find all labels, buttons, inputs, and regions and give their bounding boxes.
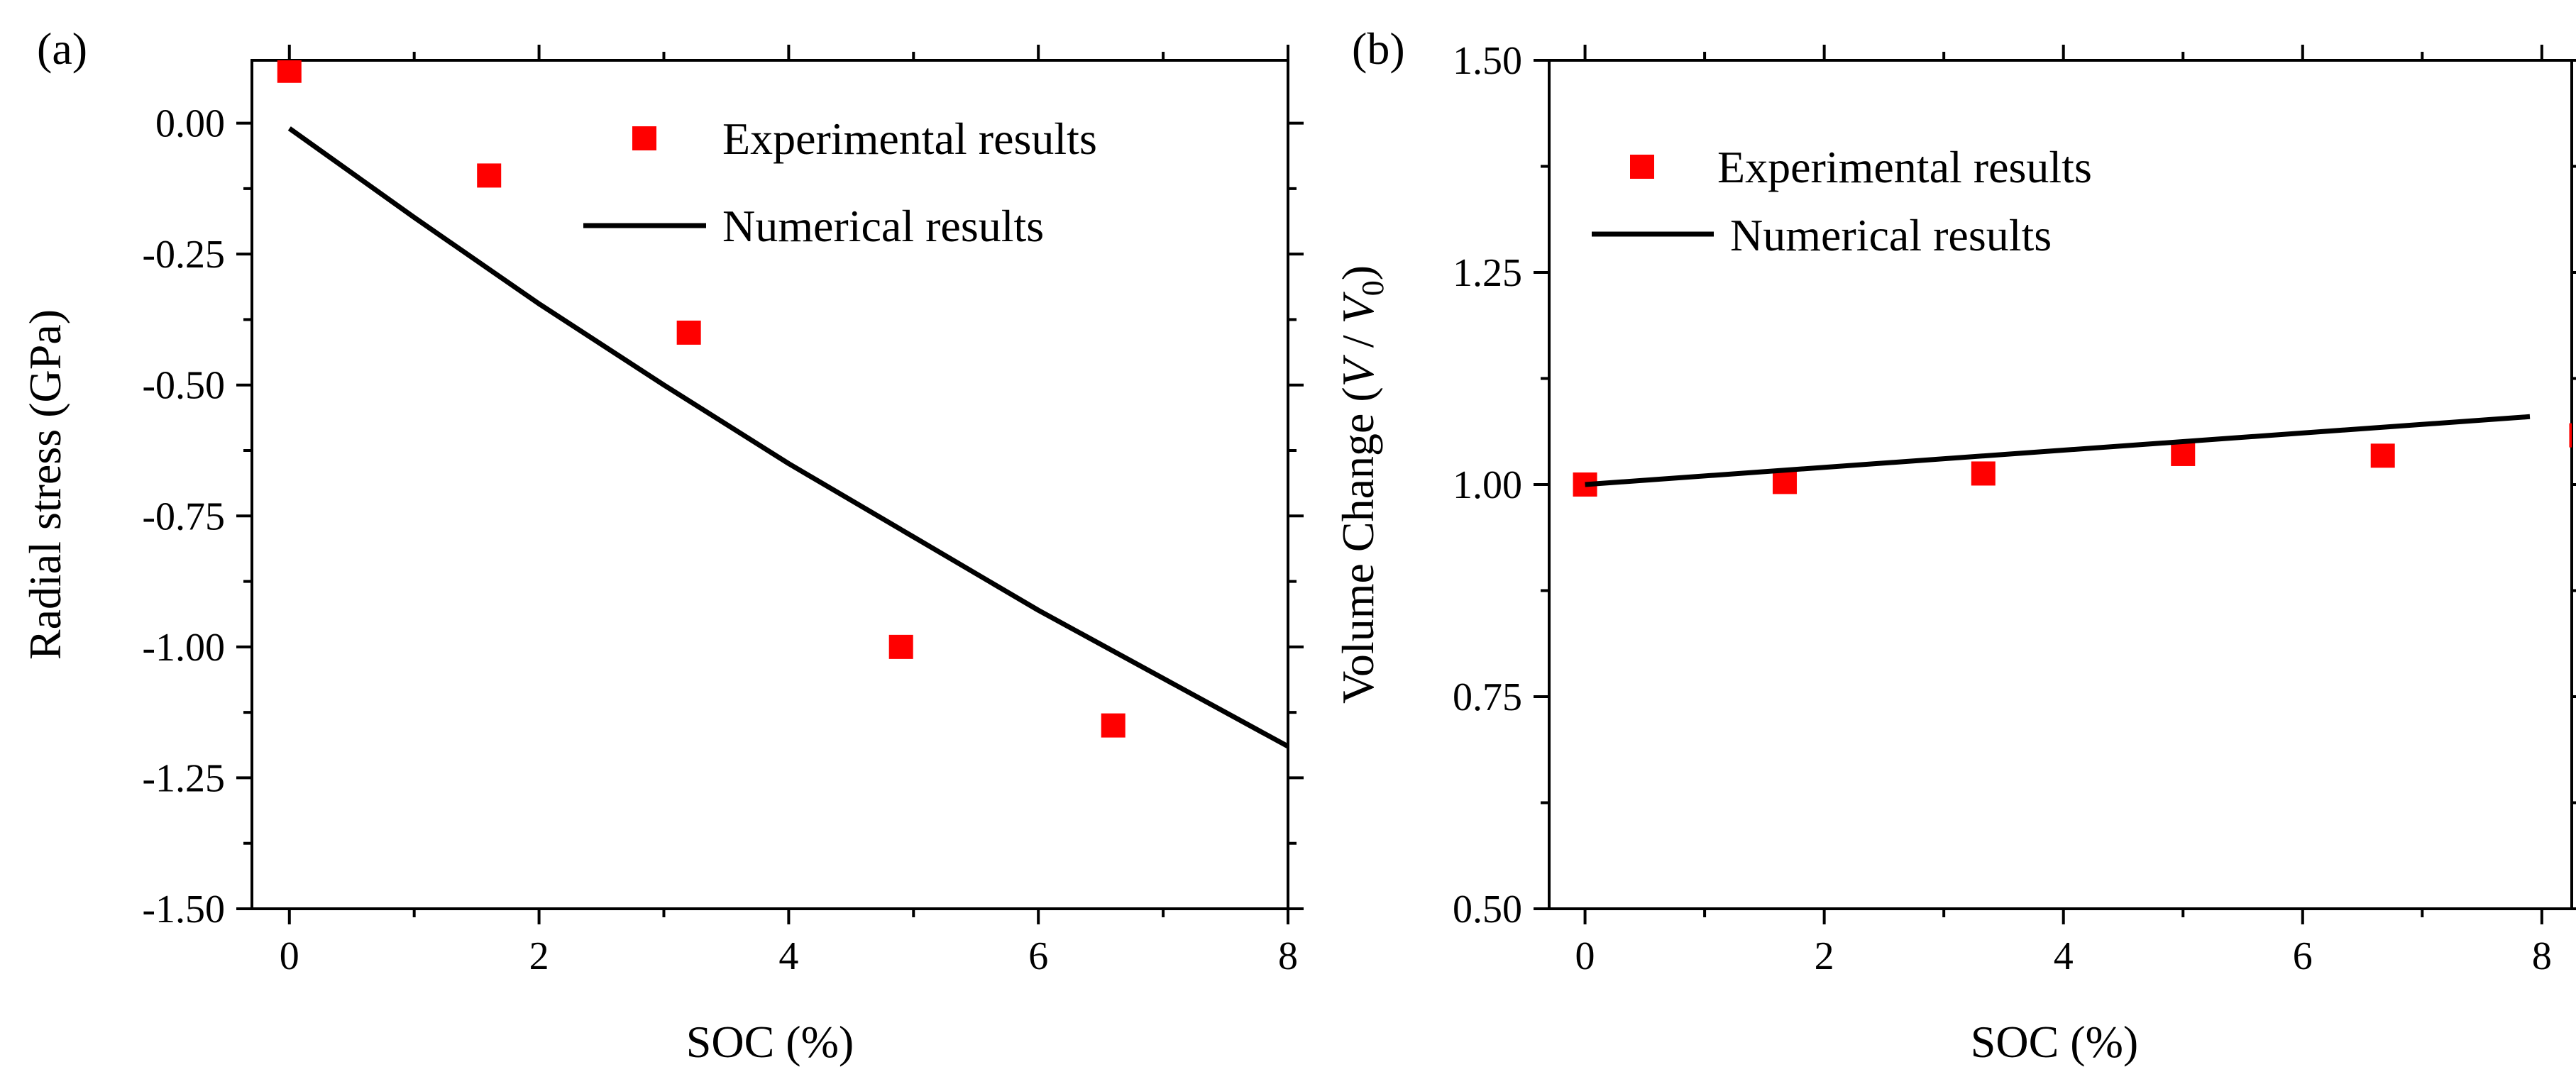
panel-b-y-tick-label: 1.00 xyxy=(1453,463,1522,507)
panel-a-x-tick-label: 8 xyxy=(1278,934,1298,978)
panel-a-label: (a) xyxy=(37,23,87,74)
panel-b-legend-marker-experimental xyxy=(1630,155,1654,179)
panel-a-legend: Experimental results Numerical results xyxy=(583,114,1097,251)
panel-a-numerical-line xyxy=(287,126,1288,749)
panel-a-x-tick-label: 0 xyxy=(280,934,299,978)
panel-b-y-axis-title-subscript: 0 xyxy=(1355,280,1390,296)
panel-a-experimental-point xyxy=(277,60,302,83)
panel-b-experimental-point xyxy=(1971,461,1996,486)
panel-a-x-axis-title: SOC (%) xyxy=(686,1017,854,1067)
panel-a-series xyxy=(277,60,1288,749)
panel-b-x-tick-label: 8 xyxy=(2532,934,2552,978)
panel-b-y-axis-title-suffix: ) xyxy=(1333,265,1383,280)
panel-a-y-axis-title: Radial stress (GPa) xyxy=(20,309,70,660)
panel-b-x-tick-labels: 0 2 4 6 8 xyxy=(1575,934,2552,978)
panel-a-y-tick-labels: 0.00 -0.25 -0.50 -0.75 -1.00 -1.25 -1.50 xyxy=(142,102,225,931)
panel-a-legend-marker-experimental xyxy=(632,126,656,150)
panel-a-y-tick-label: -0.75 xyxy=(142,494,225,538)
panel-b-y-axis-title-slash: / xyxy=(1333,323,1383,359)
panel-b-experimental-point xyxy=(2171,441,2196,466)
panel-b-y-tick-label: 0.75 xyxy=(1453,675,1522,719)
panel-b-experimental-point xyxy=(2569,423,2572,448)
panel-a-x-tick-label: 2 xyxy=(529,934,549,978)
panel-b-experimental-point xyxy=(1773,470,1798,494)
panel-b-y-tick-label: 0.50 xyxy=(1453,887,1522,931)
panel-a-y-tick-label: -1.25 xyxy=(142,756,225,800)
panel-a-experimental-point xyxy=(477,163,502,188)
panel-a-plot-frame xyxy=(251,59,1289,910)
panel-b-legend: Experimental results Numerical results xyxy=(1592,142,2092,260)
panel-b-legend-experimental: Experimental results xyxy=(1717,142,2092,192)
panel-b-legend-numerical: Numerical results xyxy=(1730,210,2052,260)
panel-b-y-tick-label: 1.25 xyxy=(1453,251,1522,295)
panel-b-x-tick-label: 4 xyxy=(2054,934,2074,978)
panel-b-x-axis-title: SOC (%) xyxy=(1971,1017,2138,1067)
panel-b-ticks xyxy=(1534,45,2576,924)
panel-b-experimental-point xyxy=(2370,443,2395,468)
panel-a-experimental-point xyxy=(888,634,913,659)
panel-a-x-tick-labels: 0 2 4 6 8 xyxy=(280,934,1298,978)
panel-b-y-axis-title-v0: V xyxy=(1333,291,1383,323)
panel-a-legend-numerical: Numerical results xyxy=(722,201,1044,251)
panel-b-series xyxy=(1573,414,2572,497)
panel-b-y-axis-title-prefix: Volume Change ( xyxy=(1333,387,1383,704)
panel-a-x-tick-label: 4 xyxy=(778,934,798,978)
panel-a-y-tick-label: -0.25 xyxy=(142,233,225,277)
panel-a-legend-experimental: Experimental results xyxy=(722,114,1097,164)
panel-b-label: (b) xyxy=(1352,23,1405,74)
panel-a-ticks xyxy=(236,45,1304,924)
panel-b-x-tick-label: 0 xyxy=(1575,934,1595,978)
panel-a: (a) 0.00 -0.25 -0.50 -0.75 -1.00 -1.25 -1.50 0… xyxy=(20,23,1304,1067)
panel-b-x-tick-label: 2 xyxy=(1815,934,1834,978)
panel-a-y-tick-label: -1.00 xyxy=(142,626,225,670)
panel-b-y-tick-labels: 0.50 0.75 1.00 1.25 1.50 xyxy=(1453,39,1522,931)
panel-a-experimental-point xyxy=(1101,713,1125,738)
panel-b-y-axis-title: Volume Change (V / V0) xyxy=(1333,265,1390,704)
panel-a-y-tick-label: -0.50 xyxy=(142,364,225,408)
panel-a-y-tick-label: 0.00 xyxy=(155,102,225,146)
panel-b-y-axis-title-v: V xyxy=(1333,354,1383,387)
panel-a-y-tick-label: -1.50 xyxy=(142,887,225,931)
panel-b-x-tick-label: 6 xyxy=(2293,934,2313,978)
panel-a-x-tick-label: 6 xyxy=(1028,934,1048,978)
panel-b: (b) 0.50 0.75 1.00 1.25 1.50 0 2 4 6 8 SOC (%) V… xyxy=(1333,23,2576,1067)
panel-b-numerical-line xyxy=(1585,414,2531,487)
panel-a-experimental-point xyxy=(676,320,701,345)
panel-b-y-tick-label: 1.50 xyxy=(1453,39,1522,83)
